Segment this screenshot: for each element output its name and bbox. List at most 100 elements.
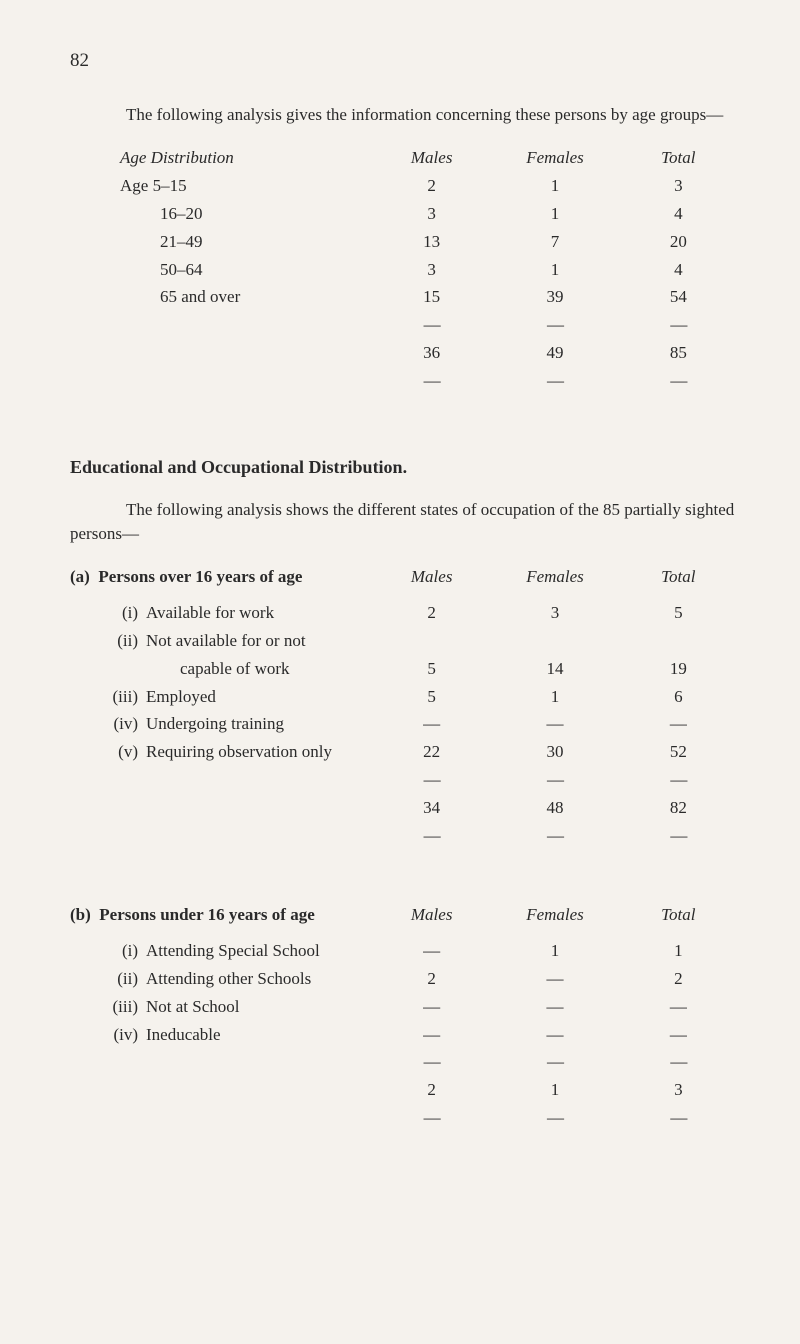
section-a-title: Persons over 16 years of age (98, 567, 302, 586)
text: Requiring observation only (146, 742, 332, 761)
row-label: (v) Requiring observation only (70, 740, 370, 764)
cell: 5 (370, 657, 493, 681)
cell: — (493, 995, 616, 1019)
row-label: (i)Attending Special School (70, 939, 370, 963)
table-row: (i)Attending Special School — 1 1 (70, 937, 740, 965)
roman: (ii) (98, 967, 138, 991)
page-number: 82 (70, 48, 740, 75)
cell: — (493, 712, 616, 736)
table-row: (iv)Undergoing training — — — (70, 710, 740, 738)
cell: 1 (493, 174, 616, 198)
section-a-label: (a) Persons over 16 years of age (70, 565, 370, 589)
separator-row (70, 1048, 740, 1076)
cell: 6 (617, 685, 740, 709)
text: Employed (146, 687, 216, 706)
separator-row (70, 367, 740, 395)
cell: 39 (493, 285, 616, 309)
roman: (ii) (98, 629, 138, 653)
table-row: Age 5–15 2 1 3 (70, 172, 740, 200)
row-label-continue: capable of work (70, 657, 370, 681)
col-header-total: Total (617, 903, 740, 927)
col-header-males: Males (370, 146, 493, 170)
cell: 4 (617, 202, 740, 226)
cell: — (617, 712, 740, 736)
cell: — (370, 712, 493, 736)
separator-row (70, 822, 740, 850)
table-row: (ii)Attending other Schools 2 — 2 (70, 965, 740, 993)
col-header-females: Females (493, 146, 616, 170)
text: Available for work (146, 603, 274, 622)
cell: 2 (617, 967, 740, 991)
row-label: (iv) Ineducable (70, 1023, 370, 1047)
row-label: (i) Available for work (70, 601, 370, 625)
cell: — (493, 967, 616, 991)
cell: 52 (617, 740, 740, 764)
cell: — (493, 1023, 616, 1047)
roman: (i) (98, 601, 138, 625)
roman: (v) (98, 740, 138, 764)
row-label: (iii)Not at School (70, 995, 370, 1019)
row-label: 21–49 (70, 230, 370, 254)
total-cell: 3 (617, 1078, 740, 1102)
table-row: (iii)Employed 5 1 6 (70, 683, 740, 711)
cell: — (370, 995, 493, 1019)
age-distribution-table: Age Distribution Males Females Total Age… (70, 144, 740, 394)
roman: (iv) (98, 1023, 138, 1047)
text: Ineducable (146, 1025, 221, 1044)
cell: 3 (370, 202, 493, 226)
cell: 30 (493, 740, 616, 764)
cell: 5 (370, 685, 493, 709)
row-label: 65 and over (70, 285, 370, 309)
cell: 54 (617, 285, 740, 309)
cell: — (617, 995, 740, 1019)
row-label: Age 5–15 (70, 174, 370, 198)
cell: 2 (370, 967, 493, 991)
total-row: 36 49 85 (70, 339, 740, 367)
col-header-label: Age Distribution (70, 146, 370, 170)
total-cell: 82 (617, 796, 740, 820)
total-cell: 49 (493, 341, 616, 365)
col-header-males: Males (370, 903, 493, 927)
section-a-table: (a) Persons over 16 years of age Males F… (70, 563, 740, 849)
cell: 2 (370, 174, 493, 198)
total-cell: 36 (370, 341, 493, 365)
cell: 22 (370, 740, 493, 764)
cell: 20 (617, 230, 740, 254)
table-row: 21–49 13 7 20 (70, 228, 740, 256)
cell (370, 629, 493, 653)
total-row: 34 48 82 (70, 794, 740, 822)
row-label: (iii)Employed (70, 685, 370, 709)
total-row: 2 1 3 (70, 1076, 740, 1104)
cell: 7 (493, 230, 616, 254)
cell: 3 (493, 601, 616, 625)
table-row: (iv)Ineducable — — — (70, 1021, 740, 1049)
separator-row (70, 311, 740, 339)
row-label: (ii)Attending other Schools (70, 967, 370, 991)
table-row: capable of work 5 14 19 (70, 655, 740, 683)
cell: — (370, 939, 493, 963)
cell: 1 (617, 939, 740, 963)
row-label: 16–20 (70, 202, 370, 226)
cell: 3 (370, 258, 493, 282)
roman: (iii) (98, 995, 138, 1019)
separator-row (70, 1104, 740, 1132)
total-cell: 85 (617, 341, 740, 365)
educational-heading: Educational and Occupational Distributio… (70, 455, 740, 480)
roman: (iv) (98, 712, 138, 736)
cell: 15 (370, 285, 493, 309)
text: Not available for or not (146, 631, 306, 650)
prefix: (a) (70, 567, 90, 586)
table-row: (ii) Not available for or not (70, 627, 740, 655)
total-cell: 48 (493, 796, 616, 820)
cell: 2 (370, 601, 493, 625)
cell: 1 (493, 939, 616, 963)
table-header-row: (a) Persons over 16 years of age Males F… (70, 563, 740, 591)
cell: 1 (493, 685, 616, 709)
table-row: (i)Available for work 2 3 5 (70, 599, 740, 627)
cell: 4 (617, 258, 740, 282)
table-row: 65 and over 15 39 54 (70, 283, 740, 311)
cell: — (370, 1023, 493, 1047)
separator-row (70, 766, 740, 794)
cell: 1 (493, 258, 616, 282)
total-cell: 34 (370, 796, 493, 820)
